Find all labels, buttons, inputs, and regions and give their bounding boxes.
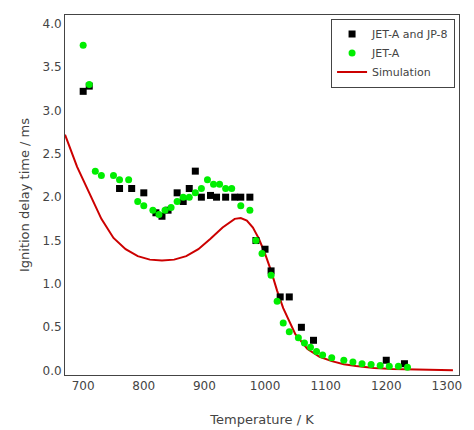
- svg-text:1100: 1100: [310, 379, 341, 393]
- svg-text:900: 900: [193, 379, 216, 393]
- svg-text:Temperature / K: Temperature / K: [209, 412, 314, 427]
- svg-text:JET-A: JET-A: [371, 47, 400, 60]
- svg-text:1200: 1200: [371, 379, 402, 393]
- svg-text:0.5: 0.5: [43, 320, 62, 334]
- svg-text:1300: 1300: [432, 379, 463, 393]
- svg-text:800: 800: [132, 379, 155, 393]
- svg-text:3.5: 3.5: [43, 60, 62, 74]
- svg-text:4.0: 4.0: [43, 17, 62, 31]
- svg-text:Simulation: Simulation: [372, 66, 431, 79]
- svg-text:0.0: 0.0: [43, 364, 62, 378]
- svg-text:1.0: 1.0: [43, 277, 62, 291]
- svg-text:3.0: 3.0: [43, 104, 62, 118]
- svg-text:1000: 1000: [250, 379, 281, 393]
- svg-text:700: 700: [72, 379, 95, 393]
- svg-text:1.5: 1.5: [43, 234, 62, 248]
- svg-text:JET-A and JP-8: JET-A and JP-8: [371, 28, 447, 41]
- svg-text:Ignition delay time / ms: Ignition delay time / ms: [17, 118, 32, 272]
- svg-text:2.5: 2.5: [43, 147, 62, 161]
- svg-text:2.0: 2.0: [43, 190, 62, 204]
